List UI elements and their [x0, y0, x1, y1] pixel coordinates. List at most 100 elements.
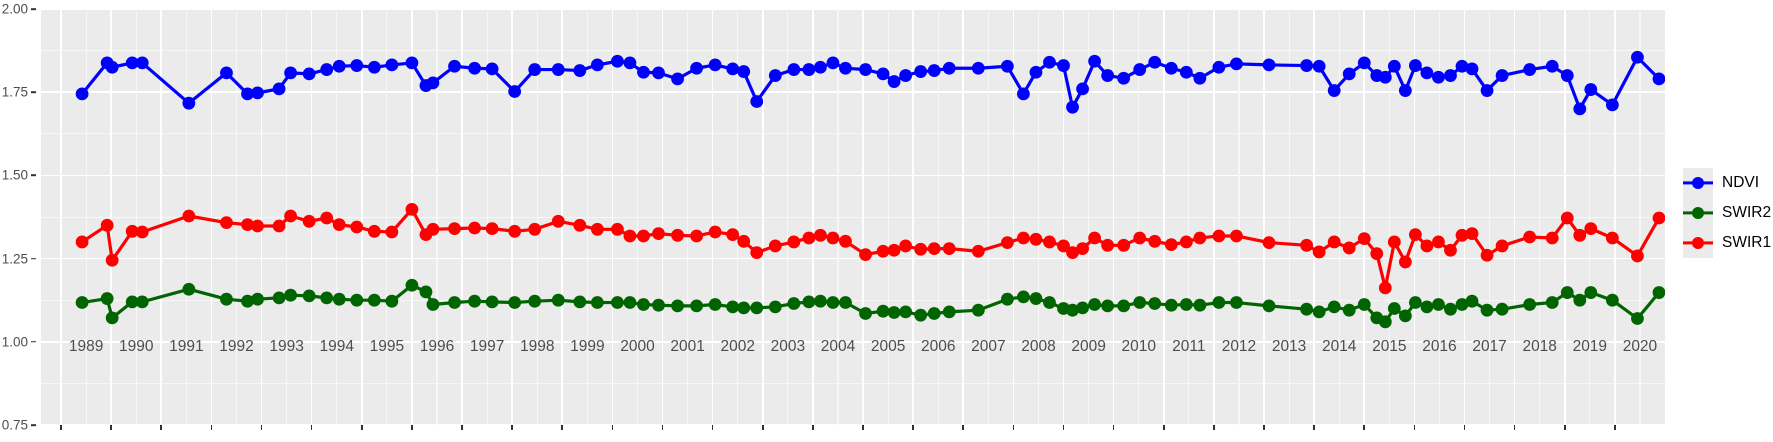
grid-line-horizontal	[41, 341, 1665, 343]
data-point	[1495, 69, 1509, 82]
data-point	[1455, 298, 1469, 311]
y-tick-label: 1.00	[1, 334, 28, 350]
x-tick-mark	[812, 425, 814, 430]
data-point	[590, 222, 604, 236]
data-point	[448, 222, 461, 236]
data-point	[272, 82, 286, 96]
series-ndvi	[75, 50, 1665, 116]
x-tick-label: 1998	[519, 338, 555, 355]
grid-line-vertical	[260, 9, 263, 425]
data-point	[1300, 302, 1314, 316]
data-point	[914, 242, 928, 256]
data-point	[1631, 312, 1644, 325]
grid-line-horizontal-minor	[41, 50, 1665, 52]
data-point	[1029, 292, 1043, 305]
series-swir1	[75, 202, 1665, 295]
x-tick-mark	[1413, 425, 1416, 430]
x-tick-label: 2015	[1372, 338, 1407, 355]
data-point	[1179, 235, 1193, 249]
x-tick-mark	[962, 425, 965, 430]
grid-line-vertical-minor	[1539, 9, 1541, 425]
grid-line-vertical-minor	[787, 9, 789, 425]
data-point	[876, 304, 890, 318]
data-point	[105, 60, 119, 74]
data-point	[971, 61, 985, 75]
legend-label: NDVI	[1722, 174, 1760, 191]
data-point	[182, 282, 196, 296]
data-point	[899, 69, 913, 82]
data-point	[1408, 228, 1422, 242]
data-point	[573, 218, 587, 232]
data-point	[750, 246, 764, 260]
data-point	[590, 296, 604, 309]
data-point	[690, 61, 704, 75]
grid-line-vertical	[1614, 9, 1616, 425]
data-point	[1387, 302, 1401, 315]
data-point	[1444, 243, 1457, 257]
x-tick-label: 2002	[720, 338, 755, 355]
x-tick-mark	[611, 425, 614, 430]
data-point	[690, 229, 704, 243]
grid-line-horizontal-minor	[41, 216, 1665, 218]
data-point	[787, 297, 801, 310]
data-point	[251, 219, 264, 233]
data-point	[1357, 232, 1371, 246]
x-tick-label: 2011	[1172, 338, 1206, 355]
data-point	[623, 56, 637, 70]
data-point	[284, 209, 298, 223]
data-point	[942, 305, 956, 319]
legend-item-swir2[interactable]: SWIR2	[1683, 198, 1771, 228]
x-tick-label: 1999	[570, 338, 605, 355]
grid-line-vertical-minor	[737, 9, 739, 425]
data-point	[220, 66, 233, 80]
data-point	[1357, 56, 1371, 70]
data-point	[332, 292, 346, 306]
data-point	[105, 311, 119, 325]
data-point	[814, 60, 827, 74]
x-tick-mark	[210, 425, 213, 430]
x-tick-mark	[1012, 425, 1015, 430]
x-tick-mark	[912, 425, 914, 430]
data-point	[448, 296, 461, 309]
data-point	[332, 218, 346, 232]
data-point	[1133, 231, 1147, 245]
grid-line-vertical	[1012, 9, 1015, 425]
x-tick-mark	[160, 425, 163, 430]
x-tick-mark	[1463, 425, 1466, 430]
data-point	[1523, 298, 1537, 311]
data-point	[652, 66, 665, 80]
data-point	[726, 62, 740, 76]
x-tick-label: 1996	[419, 338, 455, 355]
data-point	[671, 228, 684, 242]
data-point	[1432, 235, 1445, 249]
data-point	[1017, 290, 1030, 304]
data-point	[405, 56, 419, 70]
grid-line-vertical-minor	[1188, 9, 1190, 425]
x-tick-mark	[1313, 425, 1315, 430]
x-tick-label: 2005	[870, 338, 906, 355]
grid-line-vertical	[411, 9, 413, 425]
data-point	[652, 298, 665, 312]
data-point	[272, 291, 286, 305]
legend-item-swir1[interactable]: SWIR1	[1683, 228, 1771, 258]
data-point	[1465, 62, 1479, 76]
data-point	[1212, 296, 1226, 309]
data-point	[1066, 100, 1079, 114]
grid-line-horizontal-minor	[41, 133, 1665, 135]
data-point	[750, 95, 764, 108]
x-tick-mark	[862, 425, 864, 430]
legend-item-ndvi[interactable]: NDVI	[1683, 168, 1771, 198]
data-point	[551, 293, 565, 307]
data-point	[671, 72, 684, 86]
data-point	[528, 63, 542, 76]
data-point	[1076, 301, 1089, 315]
data-point	[1545, 59, 1559, 73]
data-point	[332, 59, 346, 73]
grid-line-vertical-minor	[987, 9, 989, 425]
data-point	[1327, 300, 1341, 314]
grid-line-vertical	[761, 9, 764, 425]
data-point	[1584, 286, 1598, 299]
data-point	[508, 296, 522, 309]
data-point	[826, 56, 840, 70]
data-point	[1560, 286, 1574, 299]
